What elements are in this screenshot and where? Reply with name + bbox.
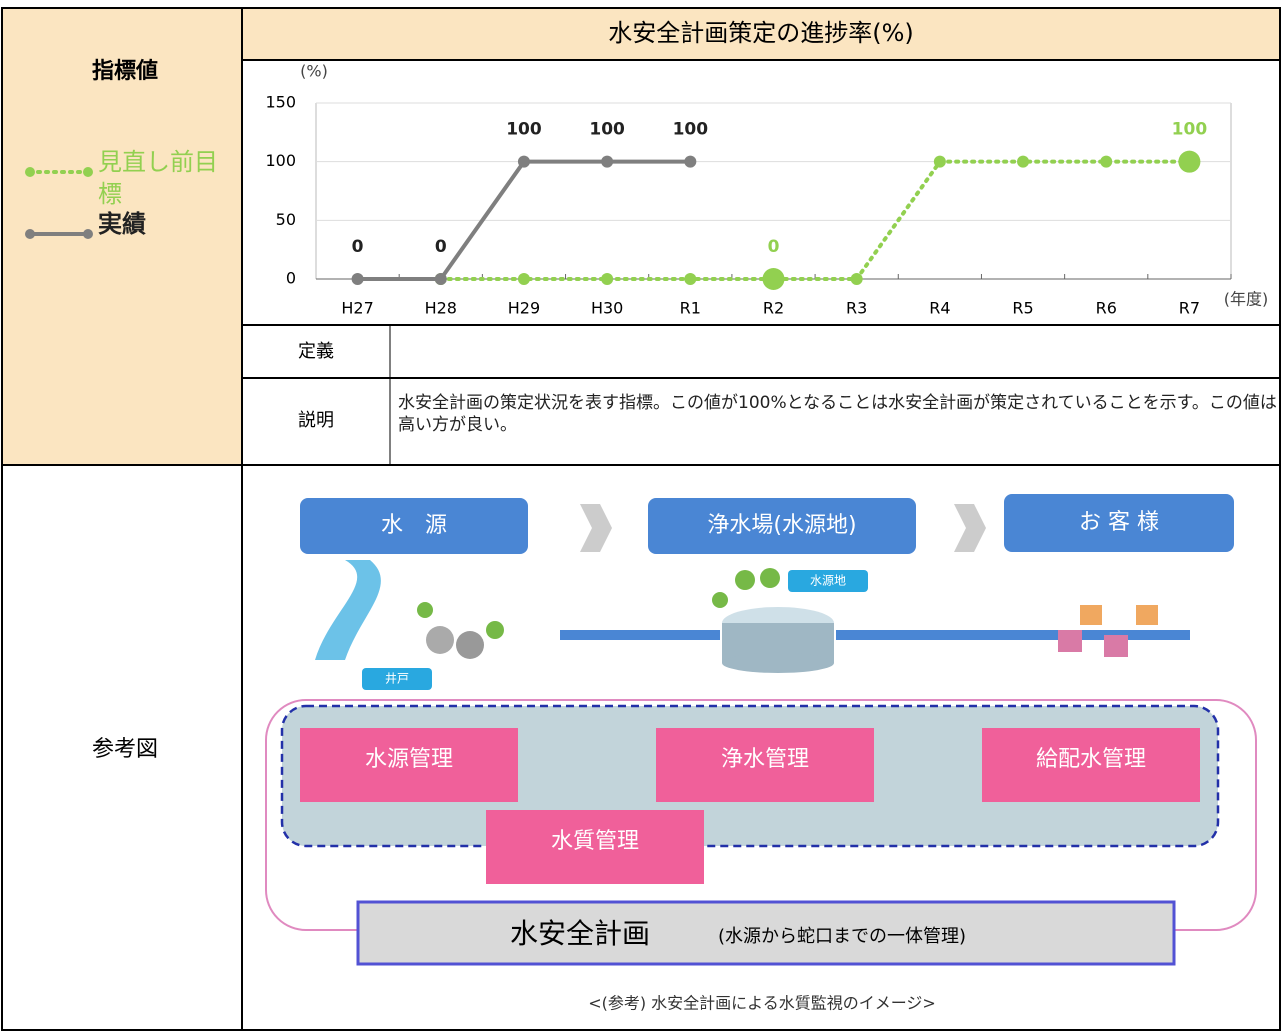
diagram [265,494,1257,966]
value-label: 0 [435,237,447,257]
y-tick-label: 150 [265,93,296,112]
legend-marker [25,229,35,239]
legend-label: 見直し前目標 [98,148,218,208]
x-unit: (年度) [1224,290,1269,309]
point [1178,150,1201,173]
plan-title: 水安全計画 [510,917,650,950]
y-unit: (%) [300,62,328,81]
value-label: 100 [1172,120,1208,140]
value-label: 0 [352,237,364,257]
x-tick-label: R7 [1179,299,1200,318]
legend-box: 実績 [98,210,146,238]
management: 浄水管理 [721,747,809,772]
definition-label: 定義 [298,341,334,362]
value-label: 100 [673,120,709,140]
legend-box: 見直し前目標 [98,148,218,208]
x-tick-label: R2 [763,299,784,318]
legend-marker [83,229,93,239]
legend-marker [83,167,93,177]
y-tick-label: 0 [286,269,296,288]
point [601,273,614,285]
point [1017,155,1030,168]
point [933,155,946,168]
management: 水質管理 [551,829,639,854]
point [684,155,697,168]
value-label: 0 [768,237,780,257]
point [850,273,863,285]
point [351,273,364,285]
management: 給配水管理 [1036,747,1146,772]
x-tick-label: R1 [680,299,701,318]
point [762,268,785,290]
tag: 井戸 [385,672,409,686]
legend-label: 実績 [98,210,146,238]
caption: <(参考) 水安全計画による水質監視のイメージ> [588,994,936,1013]
point [601,155,614,168]
point [434,273,447,285]
explanation: 水安全計画の策定状況を表す指標。この値が100%となることは水安全計画が策定され… [398,393,1277,435]
stage: 水 源 [381,513,447,538]
plan-note: (水源から蛇口までの一体管理) [718,926,966,947]
title-cell [242,8,1280,60]
x-tick-label: R3 [846,299,867,318]
x-tick-label: H27 [341,299,373,318]
y-tick-label: 50 [276,210,296,229]
stage: お 客 様 [1079,510,1159,535]
point [684,273,697,285]
value-label: 100 [506,120,542,140]
x-tick-label: H29 [508,299,540,318]
left-cell [2,8,242,465]
series-line [438,159,1192,281]
point [517,273,530,285]
x-tick-label: H28 [425,299,457,318]
indicator-label: 指標値 [92,59,158,84]
legend-marker [25,167,35,177]
point [517,155,530,168]
value-label: 100 [589,120,625,140]
reference-label: 参考図 [92,737,158,762]
y-tick-label: 100 [265,151,296,170]
x-tick-label: H30 [591,299,623,318]
point [1100,155,1113,168]
x-tick-label: R4 [929,299,950,318]
x-tick-label: R6 [1096,299,1117,318]
explanation-label: 説明 [298,410,334,431]
management: 水源管理 [365,747,453,772]
tag: 水源地 [810,574,846,588]
x-tick-label: R5 [1012,299,1033,318]
chart-title: 水安全計画策定の進捗率(%) [608,19,914,47]
stage: 浄水場(水源地) [707,513,856,538]
